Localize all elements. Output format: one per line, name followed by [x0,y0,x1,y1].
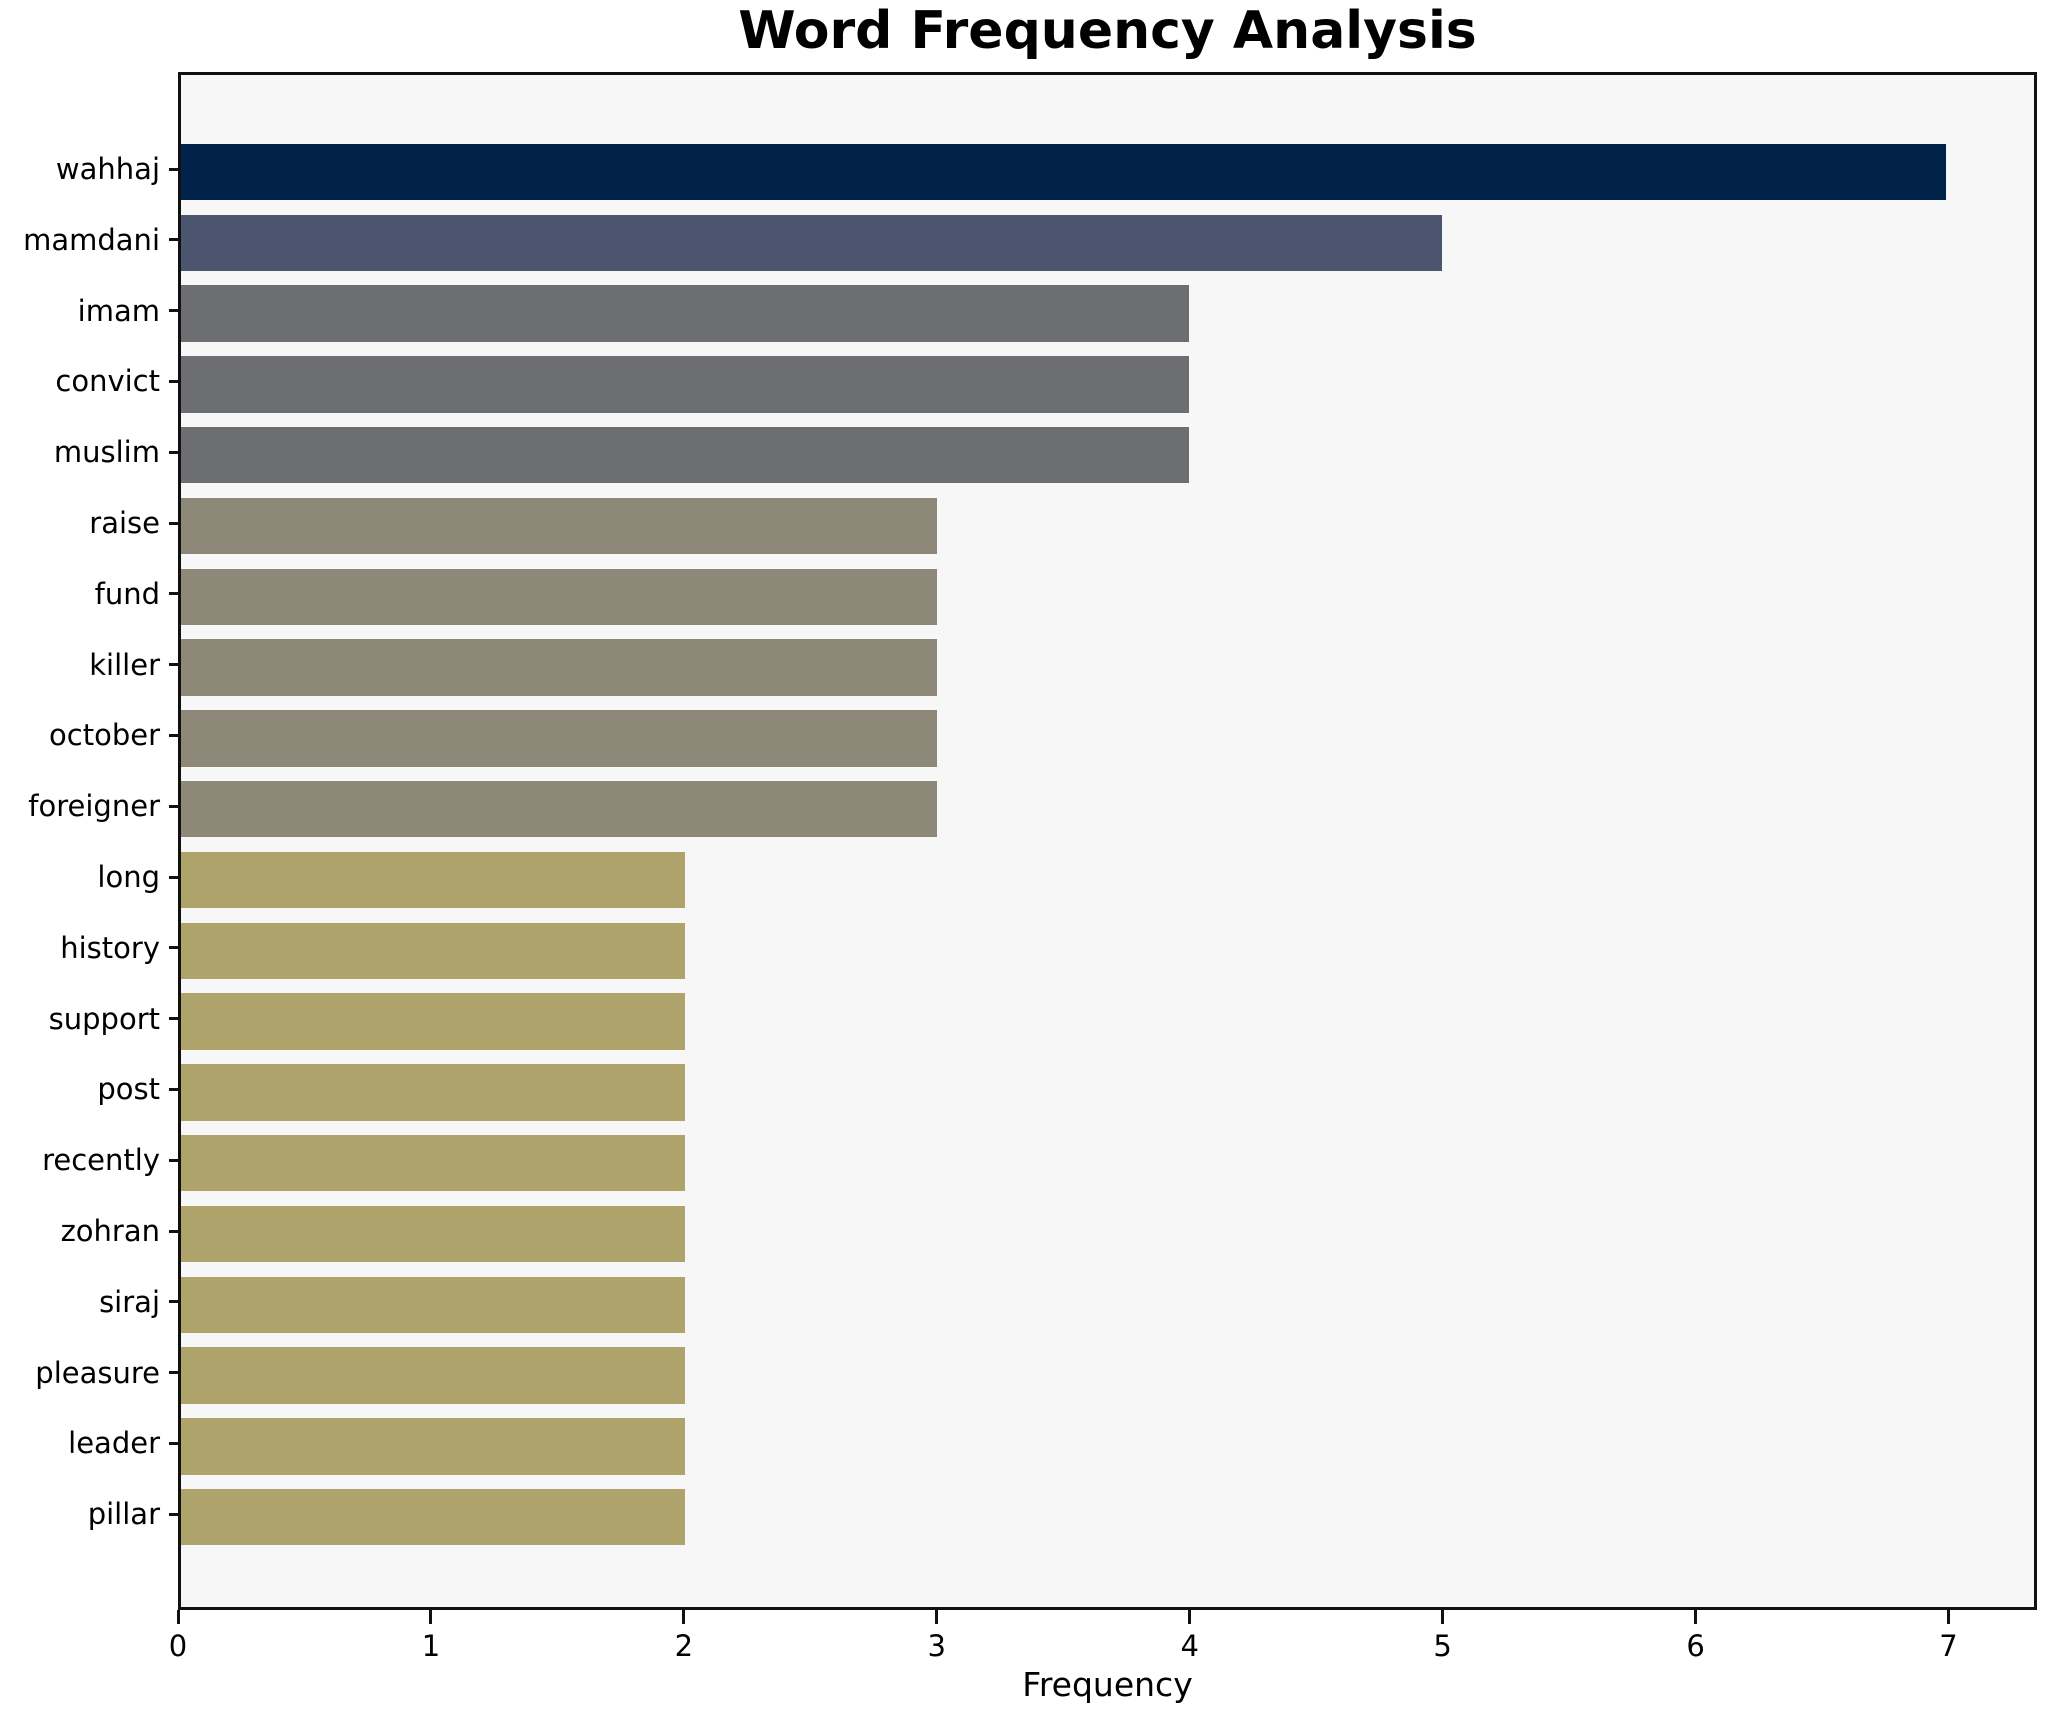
bar-foreigner [181,780,938,838]
bar-wahhaj [181,143,1946,201]
y-tick-mark [169,1371,178,1375]
y-tick-mark [169,167,178,171]
bar-convict [181,356,1190,413]
y-tick-mark [169,1441,178,1445]
bar-october [181,710,938,767]
x-tick-mark [176,1610,180,1624]
y-tick-label-killer: killer [89,647,160,682]
x-tick-label-6: 6 [1686,1629,1705,1663]
y-tick-mark [169,946,178,950]
bar-recently [181,1134,686,1192]
y-tick-label-foreigner: foreigner [28,789,160,824]
bar-killer [181,639,938,696]
x-tick-mark [1188,1610,1192,1624]
y-tick-label-history: history [60,930,160,965]
y-tick-mark [169,733,178,737]
bar-imam [181,285,1190,342]
y-tick-label-leader: leader [68,1426,160,1461]
x-tick-label-3: 3 [927,1629,946,1663]
y-tick-mark [169,450,178,454]
y-tick-mark [169,592,178,596]
bar-post [181,1064,686,1121]
x-tick-mark [1441,1610,1445,1624]
y-tick-label-zohran: zohran [60,1214,160,1248]
y-tick-mark [169,804,178,808]
x-tick-label-2: 2 [674,1629,694,1663]
bar-siraj [181,1276,686,1334]
y-tick-label-mamdani: mamdani [23,222,160,257]
x-tick-mark [682,1610,686,1624]
chart-title: Word Frequency Analysis [738,1,1477,61]
x-tick-label-5: 5 [1433,1629,1452,1663]
x-tick-mark [1946,1610,1950,1624]
y-tick-label-support: support [48,1001,160,1036]
bar-history [181,922,686,980]
y-tick-mark [169,379,178,383]
bar-leader [181,1418,686,1475]
y-tick-label-convict: convict [55,364,160,399]
x-tick-mark [429,1610,433,1624]
y-tick-label-wahhaj: wahhaj [55,152,160,186]
x-tick-mark [1694,1610,1698,1624]
bar-support [181,993,686,1050]
y-tick-mark [169,1158,178,1162]
x-tick-label-4: 4 [1180,1629,1199,1663]
y-tick-label-siraj: siraj [99,1284,160,1319]
y-tick-mark [169,238,178,242]
y-tick-label-post: post [97,1072,160,1107]
bar-long [181,851,686,909]
y-tick-mark [169,309,178,313]
y-tick-mark [169,1300,178,1304]
y-tick-label-pleasure: pleasure [35,1355,160,1390]
y-tick-label-october: october [49,718,160,753]
bar-zohran [181,1205,686,1263]
bar-pillar [181,1488,686,1546]
bar-raise [181,497,938,555]
bars-container [181,75,2034,1607]
bar-fund [181,568,938,626]
y-tick-mark [169,1017,178,1021]
y-tick-mark [169,1229,178,1233]
x-tick-label-7: 7 [1939,1629,1958,1663]
x-tick-label-0: 0 [168,1629,188,1663]
y-tick-mark [169,875,178,879]
y-tick-label-recently: recently [42,1143,160,1178]
y-tick-label-imam: imam [77,293,160,328]
bar-pleasure [181,1347,686,1404]
y-tick-mark [169,663,178,667]
x-tick-mark [935,1610,939,1624]
y-tick-label-muslim: muslim [53,435,160,470]
y-tick-mark [169,521,178,525]
plot-area [178,72,2037,1610]
x-axis-label: Frequency [1022,1665,1193,1704]
y-tick-label-fund: fund [94,576,160,611]
y-tick-mark [169,1512,178,1516]
y-tick-label-raise: raise [89,506,160,540]
y-tick-label-pillar: pillar [87,1497,160,1532]
y-tick-mark [169,1087,178,1091]
x-tick-label-1: 1 [421,1629,441,1663]
y-tick-label-long: long [97,860,160,894]
bar-mamdani [181,214,1442,272]
bar-muslim [181,426,1190,484]
